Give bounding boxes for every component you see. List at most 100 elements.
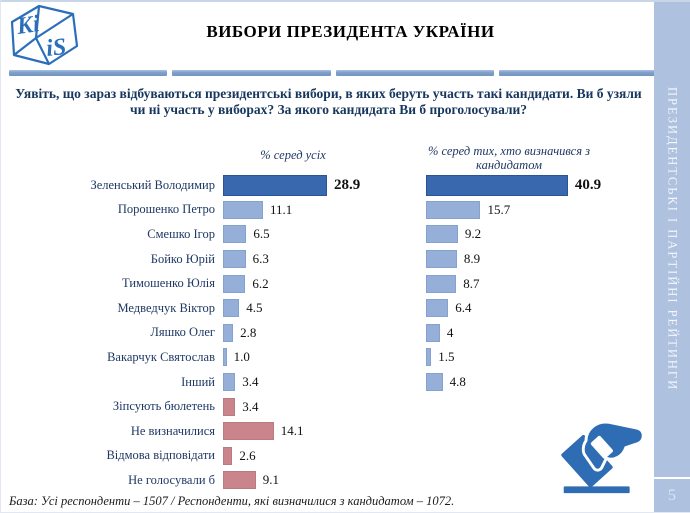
bar <box>426 373 443 392</box>
value-label: 4.8 <box>449 374 466 390</box>
value-label: 4.5 <box>246 300 263 316</box>
value-label: 1.0 <box>233 349 250 365</box>
value-label: 2.8 <box>240 324 257 340</box>
bar <box>223 274 246 293</box>
value-label: 15.7 <box>487 201 511 217</box>
track-decided-respondents: 9.2 <box>426 225 652 244</box>
track-all-respondents: 3.4 <box>223 397 426 416</box>
value-label: 1.5 <box>438 349 455 365</box>
track-decided-respondents: 15.7 <box>426 200 652 219</box>
bar <box>223 373 236 392</box>
value-label: 6.2 <box>252 275 269 291</box>
bar-chart: Зеленський Володимир 28.9 40.9 Порошенко Пе… <box>9 173 652 493</box>
track-all-respondents: 4.5 <box>223 299 426 318</box>
value-label: 2.6 <box>239 447 256 463</box>
chart-row: Медведчук Віктор 4.5 6.4 <box>9 296 652 321</box>
category-label: Зіпсують бюлетень <box>112 399 215 414</box>
track-all-respondents: 2.6 <box>223 446 426 465</box>
bar <box>223 397 236 416</box>
value-label: 6.5 <box>253 226 270 242</box>
bar <box>426 200 481 219</box>
category-label: Смешко Ігор <box>147 226 215 241</box>
value-label: 40.9 <box>574 176 602 193</box>
chart-row: Інший 3.4 4.8 <box>9 370 652 395</box>
chart-row: Не голосували б 9.1 <box>9 468 652 493</box>
value-label: 8.9 <box>463 251 481 267</box>
value-label: 9.2 <box>464 226 482 242</box>
chart-row: Ляшко Олег 2.8 4 <box>9 321 652 346</box>
divider-segment <box>498 70 657 76</box>
category-label: Порошенко Петро <box>117 202 215 217</box>
track-decided-respondents: 1.5 <box>426 348 652 367</box>
bar <box>223 323 234 342</box>
track-all-respondents: 2.8 <box>223 323 426 342</box>
category-label: Відмова відповідати <box>106 448 215 463</box>
chart-row: Зеленський Володимир 28.9 40.9 <box>9 173 652 198</box>
category-label: Не голосували б <box>128 472 215 487</box>
value-label: 6.4 <box>455 300 472 316</box>
survey-question: Уявіть, що зараз відбуваються президентс… <box>15 86 642 117</box>
value-label: 9.1 <box>262 472 279 488</box>
chart-row: Відмова відповідати 2.6 <box>9 444 652 469</box>
bar <box>223 225 247 244</box>
bar <box>426 323 440 342</box>
track-all-respondents: 6.2 <box>223 274 426 293</box>
bar <box>426 274 457 293</box>
track-all-respondents: 9.1 <box>223 471 426 490</box>
ballot-box-icon <box>561 420 645 494</box>
value-label: 3.4 <box>242 374 259 390</box>
header-divider <box>9 70 657 76</box>
category-label: Вакарчук Святослав <box>107 349 215 364</box>
series-title-decided-respondents: % серед тих, хто визначився з кандидатом <box>427 144 591 172</box>
bar <box>426 225 458 244</box>
sidebar: ПРЕЗИДЕНТСЬКІ І ПАРТІЙНІ РЕЙТИНГИ <box>654 2 690 477</box>
category-label: Медведчук Віктор <box>117 300 215 315</box>
track-decided-respondents: 8.7 <box>426 274 652 293</box>
bar <box>426 299 449 318</box>
category-label: Ляшко Олег <box>150 325 215 340</box>
track-all-respondents: 14.1 <box>223 422 426 441</box>
bar <box>426 250 457 269</box>
value-label: 3.4 <box>242 398 259 414</box>
track-all-respondents: 28.9 <box>223 174 426 196</box>
track-decided-respondents: 8.9 <box>426 250 652 269</box>
track-all-respondents: 6.5 <box>223 225 426 244</box>
value-label: 8.7 <box>463 275 480 291</box>
value-label: 4 <box>446 324 454 340</box>
bar <box>223 200 263 219</box>
divider-segment <box>172 70 331 76</box>
category-label: Інший <box>181 374 215 389</box>
category-label: Бойко Юрій <box>150 251 215 266</box>
value-label: 28.9 <box>334 176 361 193</box>
bar <box>223 446 233 465</box>
track-all-respondents: 11.1 <box>223 200 426 219</box>
bar <box>223 422 274 441</box>
track-decided-respondents: 40.9 <box>426 174 652 196</box>
bar <box>223 471 256 490</box>
track-all-respondents: 6.3 <box>223 250 426 269</box>
chart-row: Тимошенко Юлія 6.2 8.7 <box>9 271 652 296</box>
category-label: Не визначилися <box>130 423 215 438</box>
base-footnote: База: Усі респонденти – 1507 / Респонден… <box>9 494 455 508</box>
kiis-logo-icon: Ki iS <box>10 4 79 66</box>
chart-row: Вакарчук Святослав 1.0 1.5 <box>9 345 652 370</box>
svg-text:iS: iS <box>45 34 68 62</box>
category-label: Тимошенко Юлія <box>122 276 215 291</box>
chart-row: Не визначилися 14.1 <box>9 419 652 444</box>
value-label: 11.1 <box>269 201 293 217</box>
bar <box>223 174 328 196</box>
value-label: 14.1 <box>280 423 304 439</box>
divider-segment <box>9 70 168 76</box>
page-title: ВИБОРИ ПРЕЗИДЕНТА УКРАЇНИ <box>206 22 495 41</box>
bar <box>223 250 246 269</box>
series-title-all-respondents: % серед усіх <box>260 148 326 162</box>
page-number: 5 <box>654 479 690 512</box>
sidebar-vertical-label: ПРЕЗИДЕНТСЬКІ І ПАРТІЙНІ РЕЙТИНГИ <box>665 87 680 392</box>
track-all-respondents: 1.0 <box>223 348 426 367</box>
divider-segment <box>335 70 494 76</box>
track-all-respondents: 3.4 <box>223 373 426 392</box>
bar <box>426 348 432 367</box>
value-label: 6.3 <box>252 251 269 267</box>
category-label: Зеленський Володимир <box>90 177 215 192</box>
